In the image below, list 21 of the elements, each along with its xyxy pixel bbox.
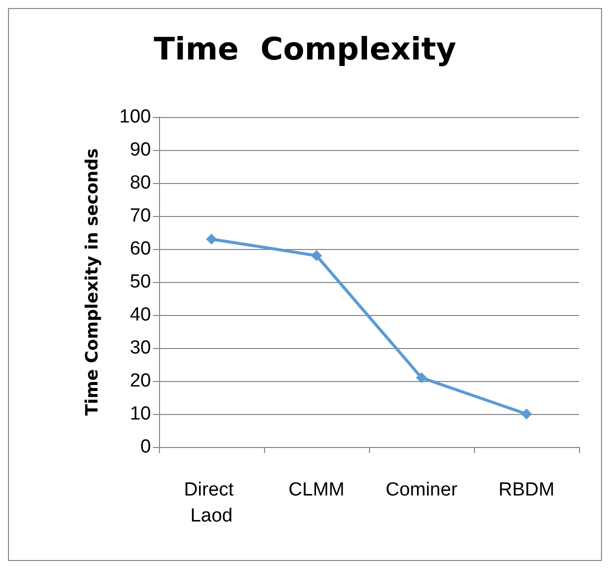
- x-tick-label: RBDM: [498, 480, 554, 500]
- point: [206, 234, 217, 245]
- y-tick-label: 70: [130, 206, 151, 226]
- point: [416, 372, 427, 384]
- y-tick-label: 0: [140, 436, 151, 458]
- x-tick-label: CLMM: [288, 480, 344, 500]
- y-tick-label: 100: [119, 106, 151, 128]
- y-tick-label: 50: [130, 272, 151, 292]
- chart-title: Time Complexity: [154, 32, 456, 68]
- y-tick-label: 30: [130, 338, 151, 358]
- x-tick-label: Cominer: [386, 480, 458, 500]
- y-tick-label: 60: [130, 238, 151, 260]
- y-tick-label: 40: [130, 304, 151, 326]
- x-tick-label: Direct Laod: [184, 480, 239, 526]
- y-axis-title: Time Complexity in seconds: [82, 148, 102, 416]
- y-tick-label: 90: [130, 140, 151, 160]
- point: [521, 408, 532, 420]
- y-tick-label: 10: [130, 404, 151, 424]
- y-tick-label: 20: [130, 370, 151, 392]
- y-tick-label: 80: [130, 172, 151, 194]
- point: [311, 250, 322, 262]
